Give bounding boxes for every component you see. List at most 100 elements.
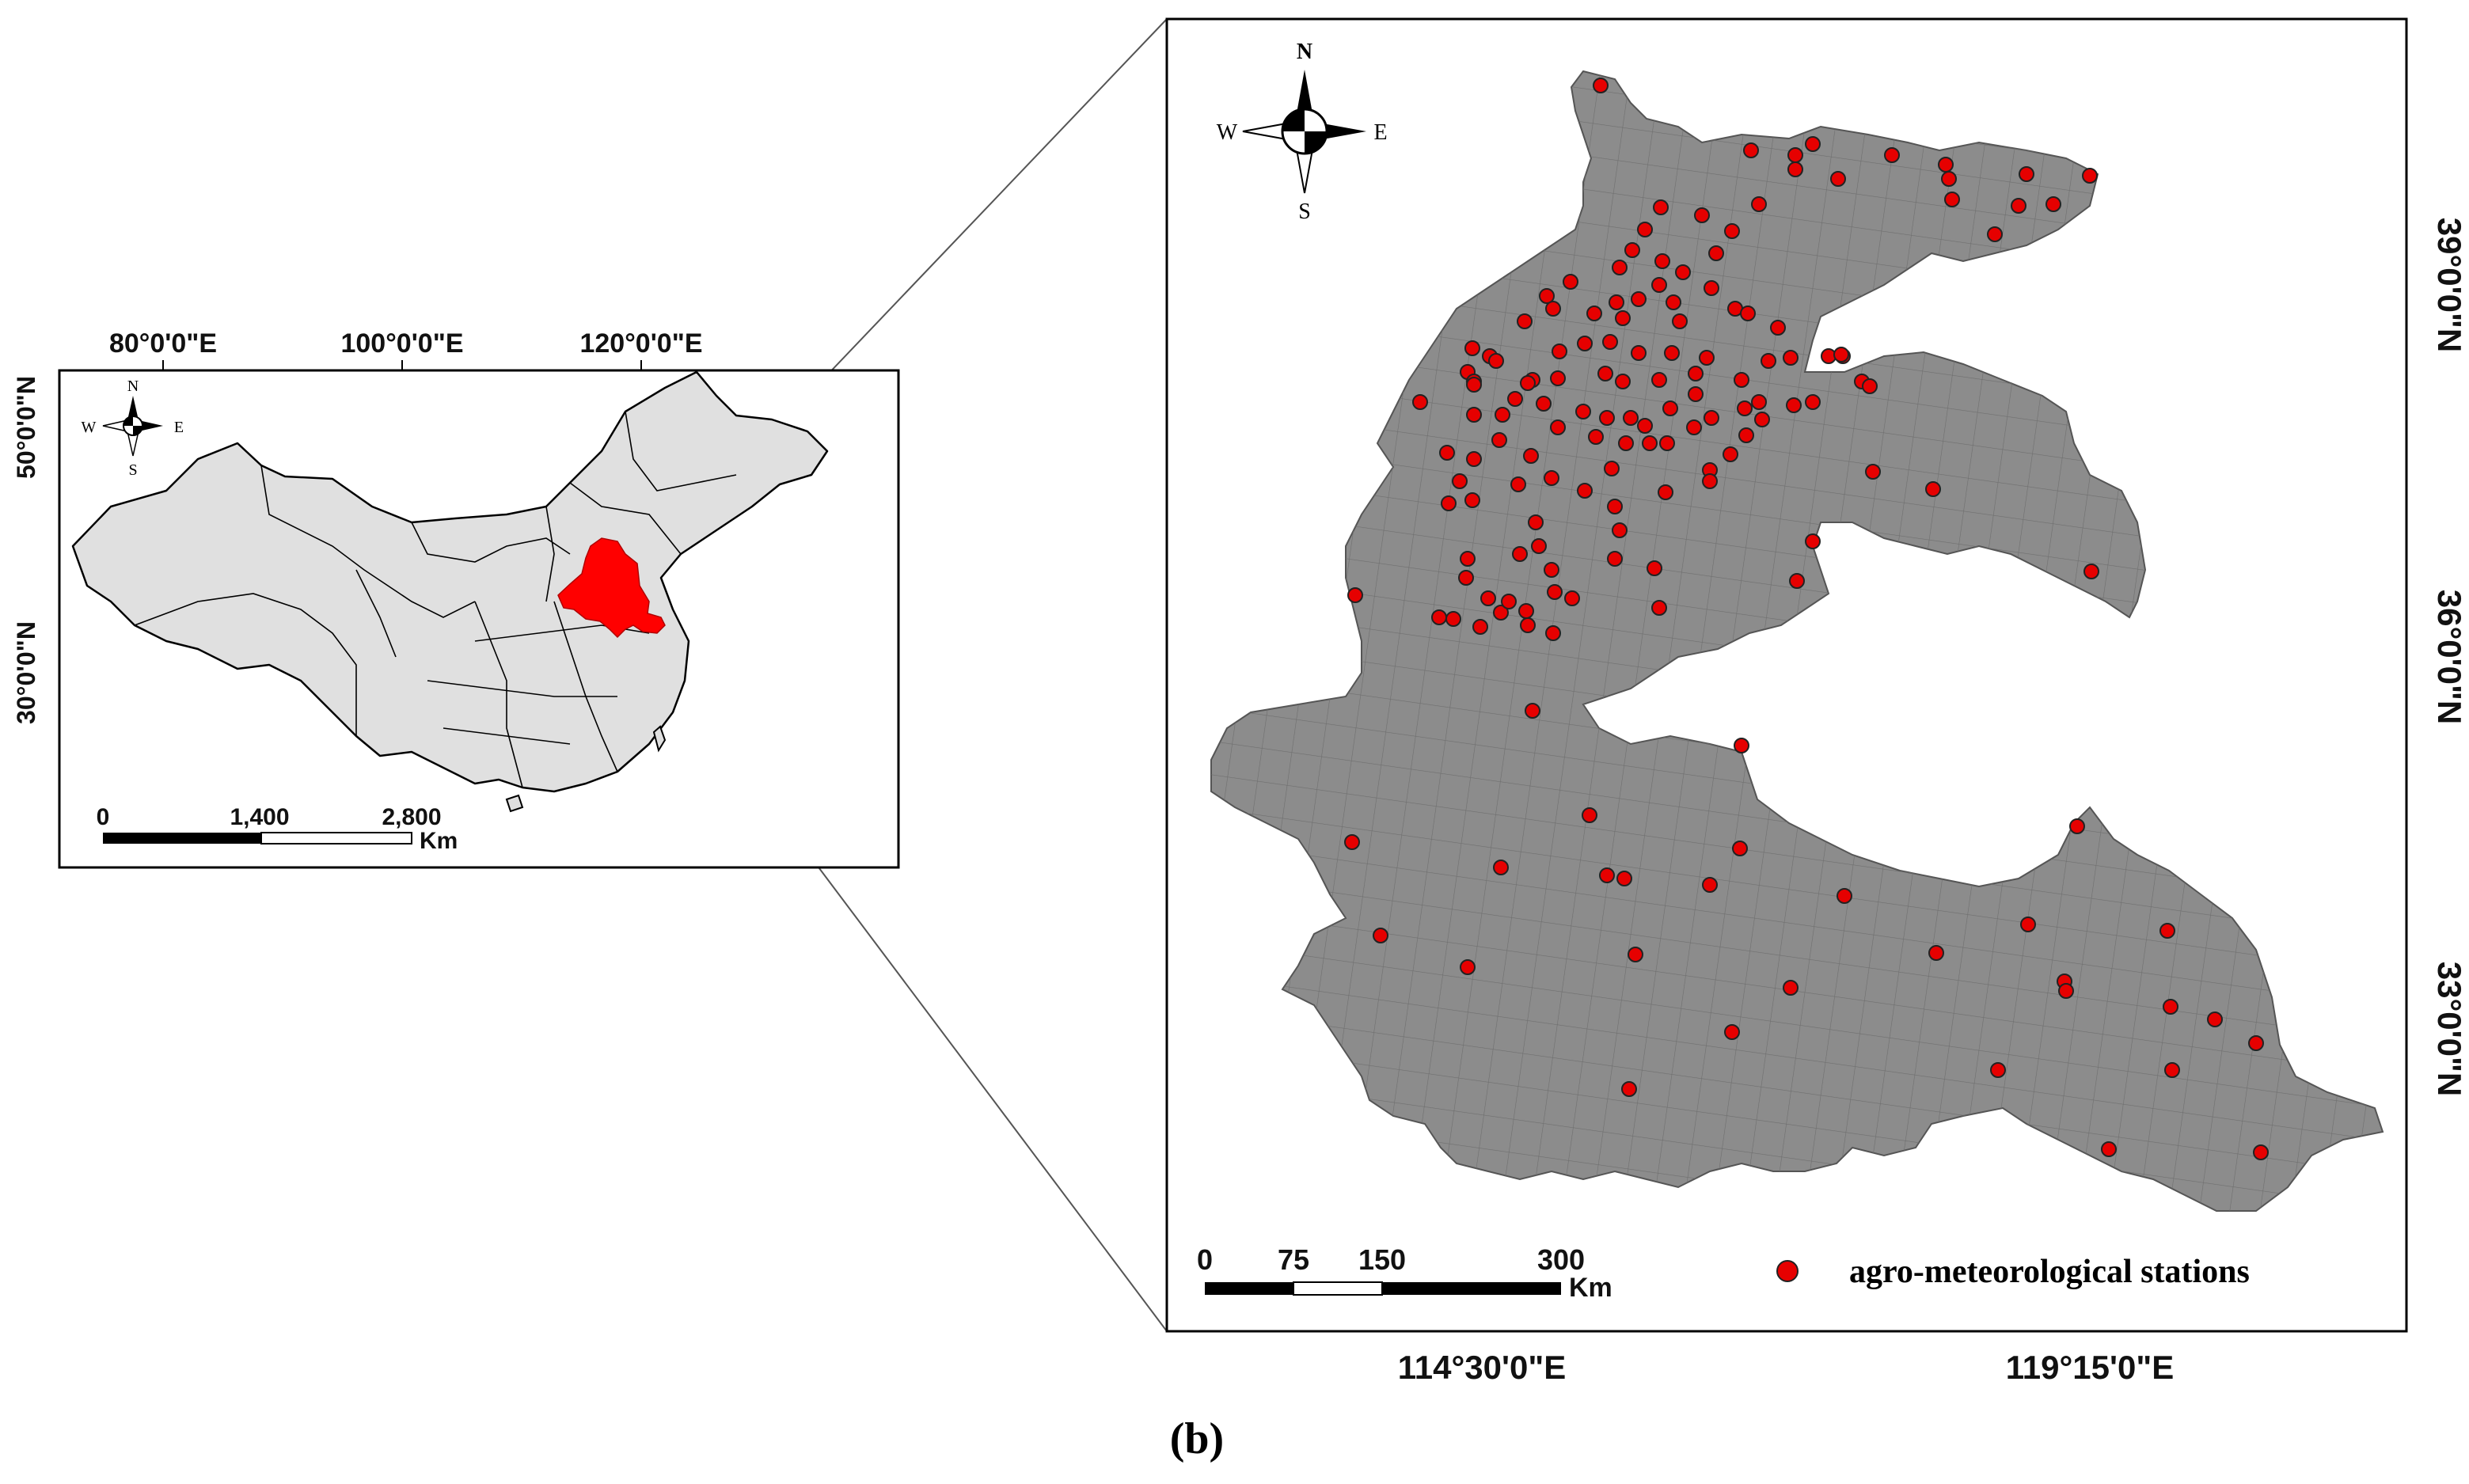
station-point	[1480, 590, 1496, 606]
stations-layer	[1344, 78, 2269, 1160]
station-point	[1805, 533, 1821, 549]
station-point	[1686, 419, 1702, 435]
station-point	[1990, 1062, 2006, 1078]
station-point	[1704, 280, 1719, 296]
station-point	[1612, 260, 1628, 275]
svg-text:0: 0	[97, 804, 110, 830]
station-point	[1563, 274, 1578, 290]
station-point	[1732, 841, 1748, 856]
station-point	[1637, 418, 1653, 434]
svg-text:2,800: 2,800	[382, 804, 441, 830]
station-point	[1805, 136, 1821, 152]
county-borders	[1211, 71, 2383, 1211]
station-point	[1464, 340, 1480, 356]
svg-text:0: 0	[1197, 1243, 1213, 1276]
station-point	[1464, 492, 1480, 508]
station-point	[1536, 396, 1552, 412]
station-point	[1789, 573, 1805, 589]
station-point	[1659, 435, 1675, 451]
inset-lon-label: 100°0'0"E	[340, 328, 463, 359]
station-point	[1787, 147, 1803, 163]
main-lat-label: 39°0'0"N	[2431, 218, 2468, 352]
station-point	[2011, 198, 2026, 214]
station-point	[1786, 397, 1802, 413]
station-point	[1653, 199, 1669, 215]
legend-label: agro-meteorological stations	[1849, 1254, 2250, 1290]
station-point	[1737, 400, 1753, 416]
station-point	[1512, 546, 1528, 562]
station-point	[1439, 445, 1455, 461]
svg-text:Km: Km	[420, 828, 458, 854]
station-point	[2045, 196, 2061, 212]
station-point	[1637, 222, 1653, 237]
station-point	[1740, 306, 1756, 321]
station-point	[1925, 481, 1941, 497]
station-point	[2248, 1035, 2264, 1051]
station-point	[1862, 378, 1878, 394]
station-point	[1373, 928, 1388, 943]
station-point	[2082, 168, 2098, 184]
svg-text:E: E	[174, 419, 184, 436]
svg-text:N: N	[1297, 40, 1312, 64]
station-point	[1520, 375, 1536, 391]
station-point	[1805, 394, 1821, 410]
station-point	[1510, 476, 1526, 492]
station-point	[1662, 400, 1678, 416]
station-point	[1460, 551, 1476, 567]
station-point	[1491, 432, 1507, 448]
station-point	[1539, 288, 1555, 304]
inset-lon-label: 80°0'0"E	[109, 328, 217, 359]
station-point	[1631, 345, 1647, 361]
station-point	[1445, 611, 1461, 627]
study-area-highlight	[557, 537, 666, 639]
station-point	[1441, 495, 1457, 511]
station-point	[1452, 473, 1468, 489]
station-point	[1412, 394, 1428, 410]
station-point	[1593, 78, 1609, 93]
main-map: N S W E 0 75 150 300 Km agro-meteorologi…	[1165, 17, 2468, 1386]
legend: agro-meteorological stations	[1776, 1254, 2250, 1290]
station-point	[2020, 917, 2036, 932]
station-point	[1523, 448, 1539, 464]
station-point	[1431, 609, 1447, 625]
svg-text:W: W	[82, 419, 97, 436]
station-point	[1520, 617, 1536, 633]
station-point	[1586, 306, 1602, 321]
station-point	[1724, 1024, 1740, 1040]
station-point	[1941, 171, 1957, 187]
station-point	[1466, 407, 1482, 423]
station-point	[1517, 313, 1533, 329]
main-scale-bar: 0 75 150 300 Km	[1197, 1243, 1612, 1303]
station-point	[1724, 223, 1740, 239]
station-point	[1651, 600, 1667, 616]
station-point	[1688, 366, 1704, 381]
svg-text:N: N	[127, 378, 139, 395]
station-point	[1544, 562, 1559, 578]
station-point	[1734, 372, 1749, 388]
station-point	[1688, 386, 1704, 402]
station-point	[1621, 1081, 1637, 1097]
station-point	[1738, 427, 1754, 443]
svg-text:S: S	[1298, 199, 1311, 224]
station-point	[1564, 590, 1580, 606]
station-point	[2019, 166, 2034, 182]
station-point	[1783, 350, 1799, 366]
station-point	[1599, 410, 1615, 426]
station-point	[1616, 871, 1632, 886]
station-point	[1466, 451, 1482, 467]
station-point	[1577, 483, 1593, 499]
station-point	[1754, 412, 1770, 427]
station-point	[1582, 807, 1597, 823]
inset-compass-icon	[102, 396, 163, 457]
station-point	[1575, 404, 1591, 419]
inset-lat-label: 30°0'0"N	[12, 621, 40, 724]
station-point	[1495, 407, 1510, 423]
station-point	[1472, 619, 1488, 635]
station-point	[1531, 538, 1547, 554]
station-point	[2253, 1144, 2269, 1160]
station-point	[1604, 461, 1620, 476]
svg-text:Km: Km	[1569, 1273, 1612, 1303]
station-point	[1344, 834, 1360, 850]
station-point	[1518, 603, 1534, 619]
